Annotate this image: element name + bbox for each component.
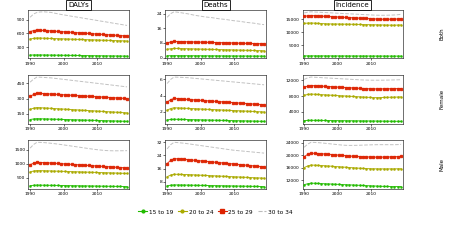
Text: Male: Male [440, 158, 445, 171]
Text: Female: Female [440, 89, 445, 109]
Title: Incidence: Incidence [336, 2, 369, 8]
Legend: 15 to 19, 20 to 24, 25 to 29, 30 to 34: 15 to 19, 20 to 24, 25 to 29, 30 to 34 [136, 207, 295, 217]
Title: DALYs: DALYs [68, 2, 89, 8]
Text: Both: Both [440, 28, 445, 40]
Title: Deaths: Deaths [203, 2, 228, 8]
